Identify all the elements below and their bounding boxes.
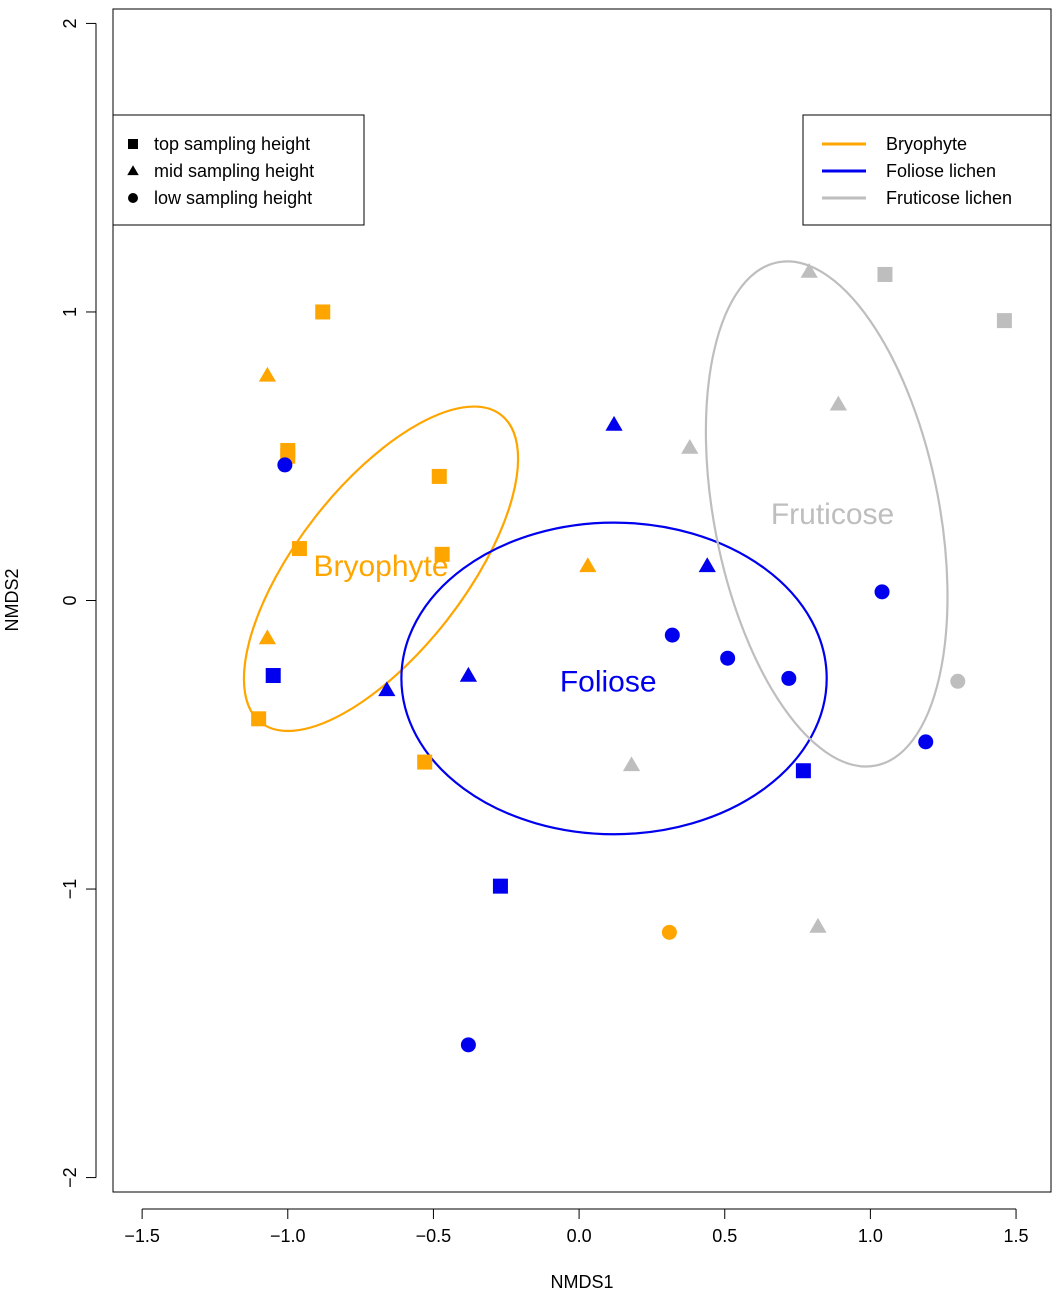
plot-frame (112, 8, 1052, 1193)
shape-legend-label: low sampling height (154, 188, 312, 208)
data-point-circle (918, 734, 934, 750)
data-point-square (877, 266, 893, 282)
data-point-triangle (681, 438, 699, 454)
data-point-circle (950, 673, 966, 689)
y-axis-label: NMDS2 (2, 568, 22, 631)
y-tick-label: −2 (60, 1167, 80, 1188)
x-tick-label: 1.5 (1004, 1226, 1029, 1246)
data-point-square (315, 304, 331, 320)
y-tick-label: −1 (60, 879, 80, 900)
data-point-square (291, 541, 307, 557)
color-legend: Bryophyte Foliose lichen Fruticose lichen (802, 114, 1052, 226)
legend-circle-icon (128, 193, 138, 203)
ellipse-label: Bryophyte (313, 550, 448, 583)
data-point-square (795, 763, 811, 779)
data-point-square (492, 878, 508, 894)
data-point-square (265, 668, 281, 684)
data-point-square (417, 754, 433, 770)
ellipse-fruticose-lichen (704, 260, 949, 768)
data-point-triangle (829, 395, 847, 411)
ellipse-label: Fruticose (771, 498, 894, 531)
color-legend-label: Fruticose lichen (886, 188, 1012, 208)
shape-legend-label: mid sampling height (154, 161, 314, 181)
x-tick-label: 1.0 (858, 1226, 883, 1246)
ellipse-foliose-lichen (400, 521, 828, 836)
data-point-circle (460, 1037, 476, 1053)
y-tick-label: 1 (60, 307, 80, 317)
legend-triangle-icon (127, 165, 139, 176)
color-legend-label: Foliose lichen (886, 161, 996, 181)
data-point-circle (874, 584, 890, 600)
data-point-circle (720, 650, 736, 666)
y-tick-label: 2 (60, 18, 80, 28)
x-axis-label: NMDS1 (550, 1272, 613, 1292)
data-point-triangle (459, 666, 478, 682)
data-point-triangle (258, 366, 277, 382)
data-point-triangle (378, 681, 396, 697)
shape-legend: top sampling height mid sampling height lo… (112, 114, 365, 226)
x-tick-label: 0.0 (567, 1226, 592, 1246)
legend-square-icon (128, 139, 138, 149)
color-legend-label: Bryophyte (886, 134, 967, 154)
data-point-triangle (698, 557, 716, 573)
shape-legend-box (112, 114, 365, 226)
x-tick-label: −1.0 (270, 1226, 306, 1246)
data-point-triangle (622, 756, 641, 772)
x-tick-label: −0.5 (416, 1226, 452, 1246)
x-tick-label: −1.5 (124, 1226, 160, 1246)
ellipse-label: Foliose (560, 665, 657, 698)
x-tick-label: 0.5 (712, 1226, 737, 1246)
y-tick-label: 0 (60, 595, 80, 605)
data-point-square (996, 313, 1012, 329)
shape-legend-label: top sampling height (154, 134, 310, 154)
data-point-triangle (800, 262, 818, 278)
data-point-circle (664, 627, 680, 643)
data-point-triangle (579, 557, 597, 573)
data-point-triangle (258, 629, 277, 645)
data-point-square (251, 711, 267, 727)
data-point-circle (277, 457, 293, 473)
data-point-triangle (605, 415, 623, 431)
data-point-triangle (809, 917, 827, 933)
data-point-circle (781, 670, 797, 686)
data-point-square (431, 468, 447, 484)
data-point-circle (661, 924, 677, 940)
data-point-square (434, 546, 450, 562)
